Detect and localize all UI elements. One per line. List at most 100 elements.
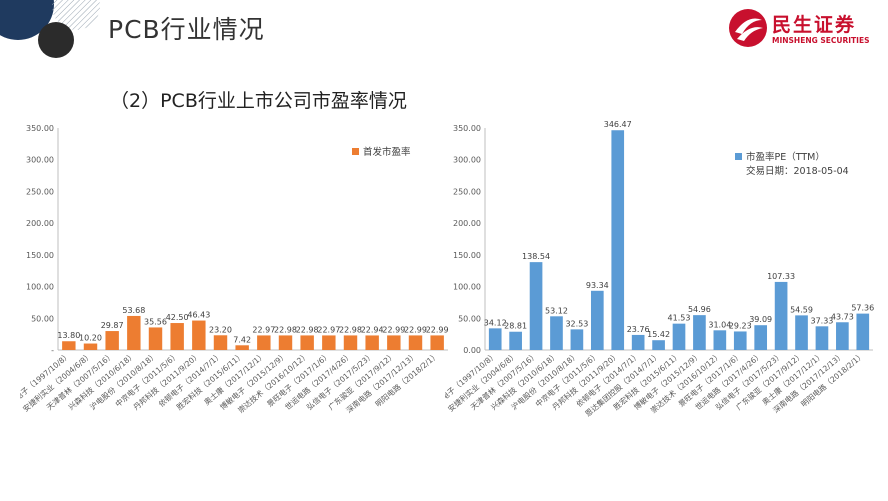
data-label: 22.97 [252,325,275,334]
data-label: 93.34 [586,281,609,290]
bar [343,335,358,350]
bar [529,262,543,350]
data-label: 37.33 [810,316,833,325]
brand-logo-icon [729,9,767,47]
bar [693,315,706,350]
bar [570,329,584,350]
y-tick-label: 300.00 [26,156,54,165]
data-label: 7.42 [233,335,251,344]
y-tick-label: 250.00 [26,187,54,196]
data-label: 346.47 [604,120,632,129]
y-tick-label: 350.00 [26,124,54,133]
y-tick-label: 100.00 [453,283,481,292]
data-label: 39.09 [749,315,772,324]
bar [509,331,522,350]
brand-name: 民生证券 [772,14,857,36]
bar [62,341,76,350]
bar [300,335,314,350]
data-label: 28.81 [504,322,527,331]
bar [815,326,829,350]
deco-circle-navy [0,0,54,40]
data-label: 22.98 [339,325,362,334]
bar [713,330,727,350]
legend-label: 首发市盈率 [363,146,411,158]
y-tick-label: 50.00 [31,314,54,323]
y-tick-label: - [51,346,54,355]
bar [278,335,293,350]
ipo-pe-chart: - 50.00 100.00 150.00 200.00 250.00 300.00 350.… [1,110,450,495]
y-tick-label: 50.00 [458,314,481,323]
bar [754,325,768,350]
data-label: 53.68 [122,306,145,315]
bar [774,281,788,350]
bar [611,130,625,350]
bar [733,331,747,350]
data-label: 29.23 [729,321,752,330]
y-tick-label: 200.00 [26,219,54,228]
data-label: 13.80 [57,331,80,340]
data-label: 10.20 [79,334,102,343]
bar [257,335,271,350]
bar [105,331,119,350]
legend-label: 市盈率PE（TTM） [746,151,825,163]
bar [856,313,870,350]
data-label: 23.20 [209,325,232,334]
bar [192,320,206,350]
bar [836,322,849,350]
bar [408,335,423,350]
bar [795,315,808,350]
y-tick-label: 0.00 [463,346,481,355]
bar [590,290,604,350]
bar [672,323,686,350]
bar [148,327,163,350]
y-tick-label: 300.00 [453,156,481,165]
y-tick-label: 150.00 [453,251,481,260]
page-title: PCB行业情况 [108,15,265,44]
deco-circle-dark [38,22,74,58]
data-label: 54.59 [790,305,813,314]
data-label: 22.98 [274,325,297,334]
data-label: 53.12 [545,306,568,315]
section-subtitle: （2）PCB行业上市公司市盈率情况 [110,90,407,112]
brand-name-en: MINSHENG SECURITIES [772,36,870,45]
data-label: 35.56 [144,317,167,326]
data-label: 22.94 [361,325,384,334]
data-label: 46.43 [187,311,210,320]
data-label: 31.04 [708,320,731,329]
data-label: 107.33 [767,272,795,281]
bar [430,335,444,350]
bar [322,335,336,350]
y-tick-label: 200.00 [453,219,481,228]
deco-circle-hatched [52,0,100,30]
data-label: 23.76 [627,325,650,334]
data-label: 22.98 [296,325,319,334]
data-label: 42.50 [166,313,189,322]
data-label: 54.96 [688,305,711,314]
bar [213,335,228,350]
data-label: 43.73 [831,312,854,321]
ttm-pe-chart: 0.00 50.00 100.00 150.00 200.00 250.00 300.00 3… [427,110,885,495]
y-tick-label: 100.00 [26,283,54,292]
bar [127,315,141,350]
bar [235,345,249,350]
data-label: 34.12 [484,318,507,327]
bar [652,340,665,350]
brand-logo: 民生证券 MINSHENG SECURITIES [728,8,880,50]
data-label: 32.53 [565,319,588,328]
bar [550,316,563,350]
corner-decoration [0,0,110,70]
data-label: 138.54 [522,252,550,261]
bar [387,335,401,350]
bar [170,323,184,350]
data-label: 41.53 [668,314,691,323]
bar [631,334,645,350]
data-label: 22.97 [317,325,340,334]
y-tick-label: 350.00 [453,124,481,133]
legend-swatch [735,153,742,160]
data-label: 22.99 [404,325,427,334]
bar [365,335,379,350]
y-tick-label: 150.00 [26,251,54,260]
y-tick-label: 250.00 [453,187,481,196]
bar [488,328,502,350]
data-label: 15.42 [647,330,670,339]
